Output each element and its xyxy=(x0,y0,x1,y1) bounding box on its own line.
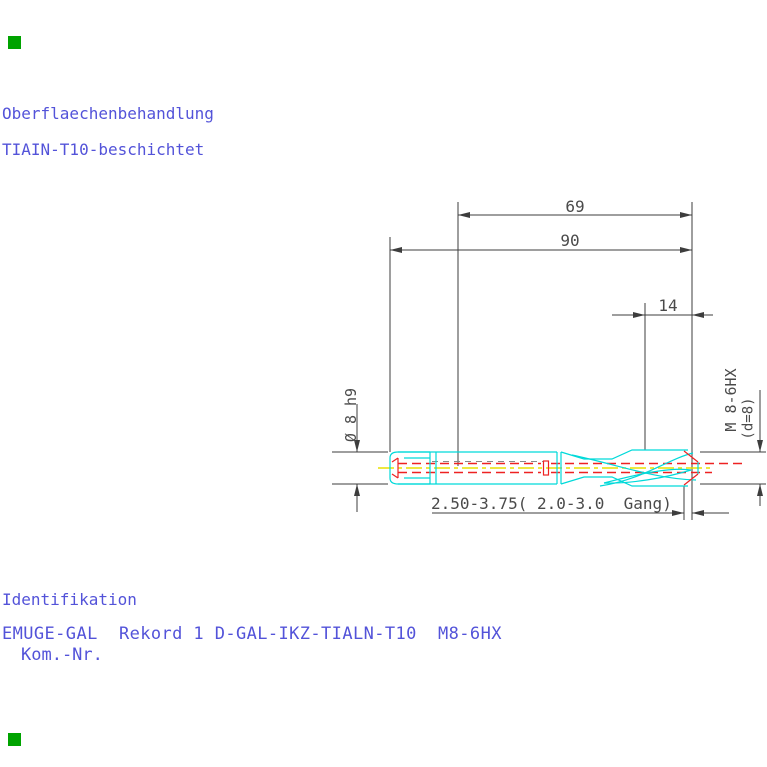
kom-nr-label: Kom.-Nr. xyxy=(21,645,103,665)
chamfer-length-label: 2.50-3.75( 2.0-3.0 Gang) xyxy=(431,494,672,513)
shank-diameter-label: Ø 8 h9 xyxy=(342,387,360,443)
green-marker-top xyxy=(8,36,21,49)
surface-treatment-label: Oberflaechenbehandlung xyxy=(2,104,214,123)
identification-value: EMUGE-GAL Rekord 1 D-GAL-IKZ-TIALN-T10 M… xyxy=(2,624,502,644)
tool-outline xyxy=(378,449,742,487)
dimension-lines xyxy=(332,202,766,520)
dimension-14-label: 14 xyxy=(658,296,678,315)
green-marker-bottom xyxy=(8,733,21,746)
thread-size-label: M 8-6HX xyxy=(722,368,740,432)
identification-label: Identifikation xyxy=(2,590,137,609)
thread-sub-label: (d=8) xyxy=(740,397,757,440)
dimension-69-label: 69 xyxy=(565,197,585,216)
dimension-90-label: 90 xyxy=(560,231,580,250)
coating-value: TIAIN-T10-beschichtet xyxy=(2,140,205,159)
coolant-channel-end xyxy=(542,460,550,476)
chamfer-lead xyxy=(683,450,699,486)
